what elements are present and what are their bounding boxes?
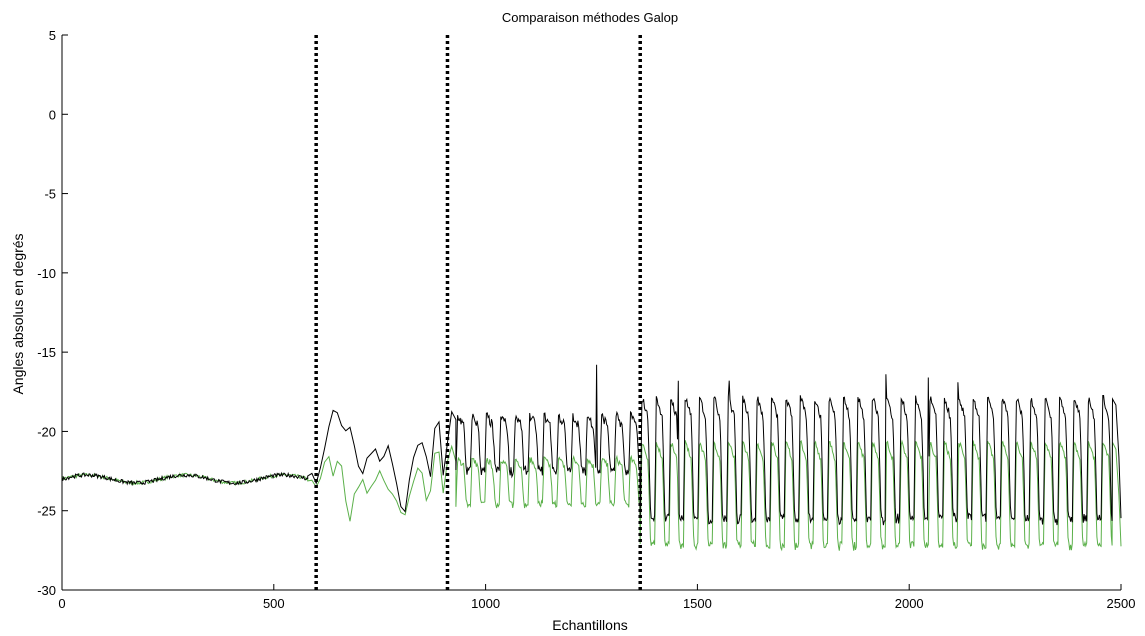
series-line-1 bbox=[61, 439, 1122, 552]
x-tick-label-4: 2000 bbox=[895, 596, 924, 611]
x-tick-label-3: 1500 bbox=[683, 596, 712, 611]
y-tick-label-3: -10 bbox=[37, 266, 56, 281]
y-axis-label: Angles absolus en degrés bbox=[10, 233, 26, 394]
y-tick-label-2: -5 bbox=[44, 187, 56, 202]
y-tick-label-1: 0 bbox=[49, 107, 56, 122]
y-tick-label-7: -30 bbox=[37, 583, 56, 598]
series-layer bbox=[61, 364, 1122, 552]
axes-layer: 50-5-10-15-20-25-300 500 1000 1500 2000 2500 bbox=[37, 28, 1135, 611]
chart-title: Comparaison méthodes Galop bbox=[502, 10, 678, 25]
y-tick-label-6: -25 bbox=[37, 504, 56, 519]
x-tick-label-5: 2500 bbox=[1107, 596, 1136, 611]
y-tick-label-4: -15 bbox=[37, 345, 56, 360]
y-tick-label-0: 5 bbox=[49, 28, 56, 43]
x-tick-label-2: 1000 bbox=[471, 596, 500, 611]
vline-layer bbox=[314, 35, 642, 590]
y-tick-label-5: -20 bbox=[37, 424, 56, 439]
x-tick-label-1: 500 bbox=[263, 596, 285, 611]
x-tick-label-0: 0 bbox=[58, 596, 65, 611]
series-line-0 bbox=[61, 364, 1122, 526]
x-axis-label: Echantillons bbox=[552, 617, 628, 633]
